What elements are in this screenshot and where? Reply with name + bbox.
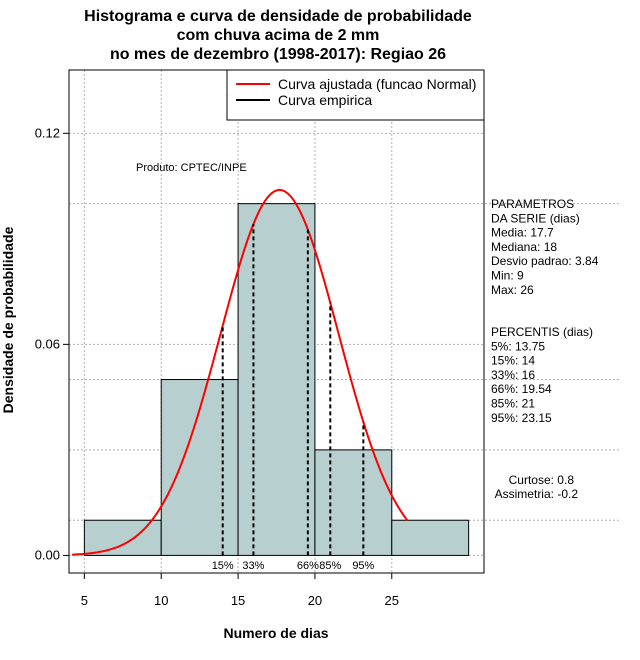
x-tick-label: 25 <box>385 593 399 608</box>
product-label: Produto: CPTEC/INPE <box>136 162 247 174</box>
percentile-stat-line: 5%: 13.75 <box>491 339 545 353</box>
y-axis-label: Densidade de probabilidade <box>0 226 16 413</box>
param-line: DA SERIE (dias) <box>491 211 580 225</box>
histogram-bar <box>237 203 316 556</box>
percentile-stat-line: 95%: 23.15 <box>491 411 552 425</box>
chart-title-line: Histograma e curva de densidade de proba… <box>84 8 472 25</box>
percentile-label: 33% <box>242 560 264 572</box>
param-line: Min: 9 <box>491 269 524 283</box>
x-tick-label: 10 <box>154 593 168 608</box>
param-line: Desvio padrao: 3.84 <box>491 254 599 268</box>
histogram-bar <box>83 519 162 556</box>
assimetria-text: Assimetria: -0.2 <box>495 487 579 501</box>
x-tick-label: 20 <box>308 593 322 608</box>
param-line: Media: 17.7 <box>491 226 554 240</box>
param-line: PARAMETROS <box>491 197 574 211</box>
y-tick-label: 0.12 <box>35 125 60 140</box>
percentile-stat-line: 33%: 16 <box>491 368 535 382</box>
chart-title-line: com chuva acima de 2 mm <box>177 27 380 44</box>
percentile-stat-line: 15%: 14 <box>491 354 535 368</box>
param-line: Mediana: 18 <box>491 240 557 254</box>
percentile-stat-line: 85%: 21 <box>491 397 535 411</box>
percentile-label: 15% <box>212 560 234 572</box>
legend-label: Curva empirica <box>278 92 372 108</box>
percentile-stat-line: PERCENTIS (dias) <box>491 325 593 339</box>
chart-title-line: no mes de dezembro (1998-2017): Regiao 2… <box>110 46 446 63</box>
param-line: Max: 26 <box>491 283 534 297</box>
percentile-label: 66% <box>297 560 319 572</box>
y-tick-label: 0.00 <box>35 547 60 562</box>
legend-label: Curva ajustada (funcao Normal) <box>278 76 476 92</box>
x-tick-label: 15 <box>231 593 245 608</box>
normal-curve <box>72 188 408 556</box>
histogram-bar <box>391 519 470 556</box>
percentile-label: 95% <box>352 560 374 572</box>
x-tick-label: 5 <box>81 593 88 608</box>
x-axis-label: Numero de dias <box>223 625 328 641</box>
histogram-bar <box>314 449 393 556</box>
curtose-text: Curtose: 0.8 <box>509 473 575 487</box>
y-tick-label: 0.06 <box>35 336 60 351</box>
percentile-stat-line: 66%: 19.54 <box>491 382 552 396</box>
legend-box <box>226 69 485 121</box>
percentile-label: 85% <box>319 560 341 572</box>
